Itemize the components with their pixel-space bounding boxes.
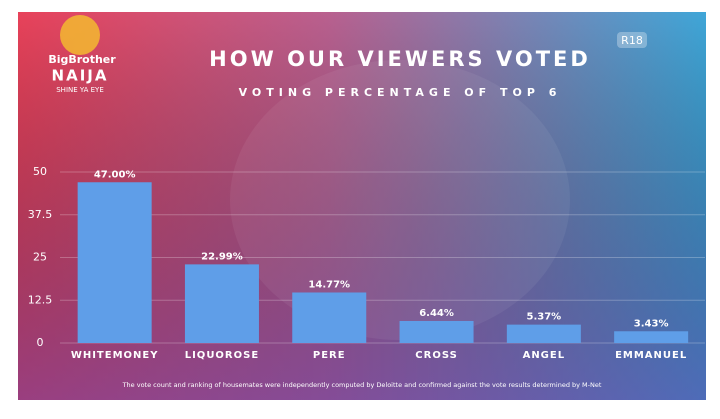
- y-tick-label: 0: [37, 336, 44, 349]
- logo-line: BigBrother: [48, 53, 116, 66]
- bar: [506, 324, 581, 343]
- x-tick-label: CROSS: [415, 350, 458, 361]
- value-label: 3.43%: [634, 318, 669, 329]
- value-label: 22.99%: [201, 251, 243, 262]
- y-tick-label: 12.5: [28, 293, 53, 306]
- x-tick-label: WHITEMONEY: [71, 350, 159, 361]
- bar: [184, 264, 259, 343]
- logo-line: SHINE YA EYE: [56, 86, 104, 94]
- bar: [292, 292, 367, 343]
- chart-title: HOW OUR VIEWERS VOTED: [209, 47, 591, 71]
- footnote: The vote count and ranking of housemates…: [122, 381, 602, 389]
- bg-emblem: [230, 60, 570, 340]
- rating-badge: [617, 32, 647, 48]
- chart-subtitle: VOTING PERCENTAGE OF TOP 6: [239, 86, 562, 99]
- value-label: 14.77%: [308, 279, 350, 290]
- x-tick-label: LIQUOROSE: [185, 350, 259, 361]
- value-label: 5.37%: [526, 312, 561, 323]
- y-tick-label: 25: [33, 251, 47, 264]
- y-tick-label: 37.5: [28, 208, 53, 221]
- bar: [614, 331, 689, 343]
- logo-line: NAIJA: [52, 67, 109, 85]
- bar: [77, 182, 152, 343]
- x-tick-label: PERE: [313, 350, 346, 361]
- value-label: 6.44%: [419, 308, 454, 319]
- x-tick-label: ANGEL: [523, 350, 566, 361]
- rating: R18: [621, 34, 643, 47]
- x-tick-label: EMMANUEL: [615, 350, 687, 361]
- bar: [399, 320, 474, 343]
- value-label: 47.00%: [94, 169, 136, 180]
- y-tick-label: 50: [33, 165, 47, 178]
- logo-icon: [60, 15, 100, 55]
